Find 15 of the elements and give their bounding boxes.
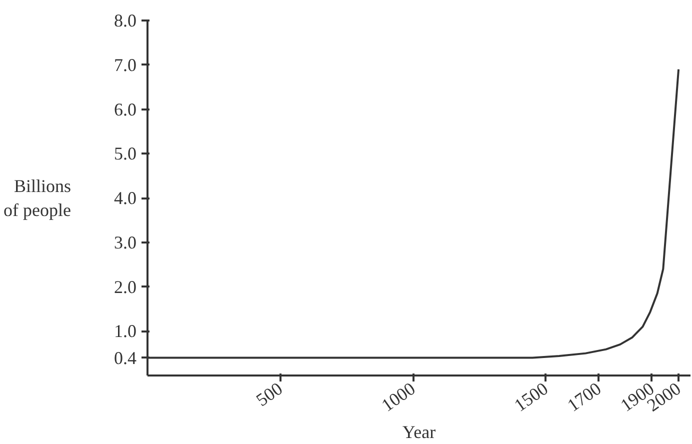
y-tick-label: 4.0 — [114, 188, 136, 208]
y-tick-label: 7.0 — [114, 54, 136, 75]
x-axis-title: Year — [402, 422, 436, 442]
y-tick-label: 3.0 — [114, 232, 136, 252]
x-tick-label: 500 — [252, 378, 286, 410]
y-tick-label: 8.0 — [114, 10, 136, 30]
x-tick-label: 1000 — [378, 378, 419, 416]
x-tick-label: 1500 — [510, 378, 552, 416]
x-tick-label: 1700 — [564, 378, 605, 416]
y-tick-label: 0.4 — [114, 348, 136, 368]
y-tick-label: 5.0 — [114, 144, 136, 164]
y-tick-label: 6.0 — [114, 99, 136, 120]
y-tick-label: 1.0 — [114, 321, 136, 342]
y-tick-label: 2.0 — [114, 276, 136, 297]
y-axis-title: Billions of people — [4, 176, 72, 220]
